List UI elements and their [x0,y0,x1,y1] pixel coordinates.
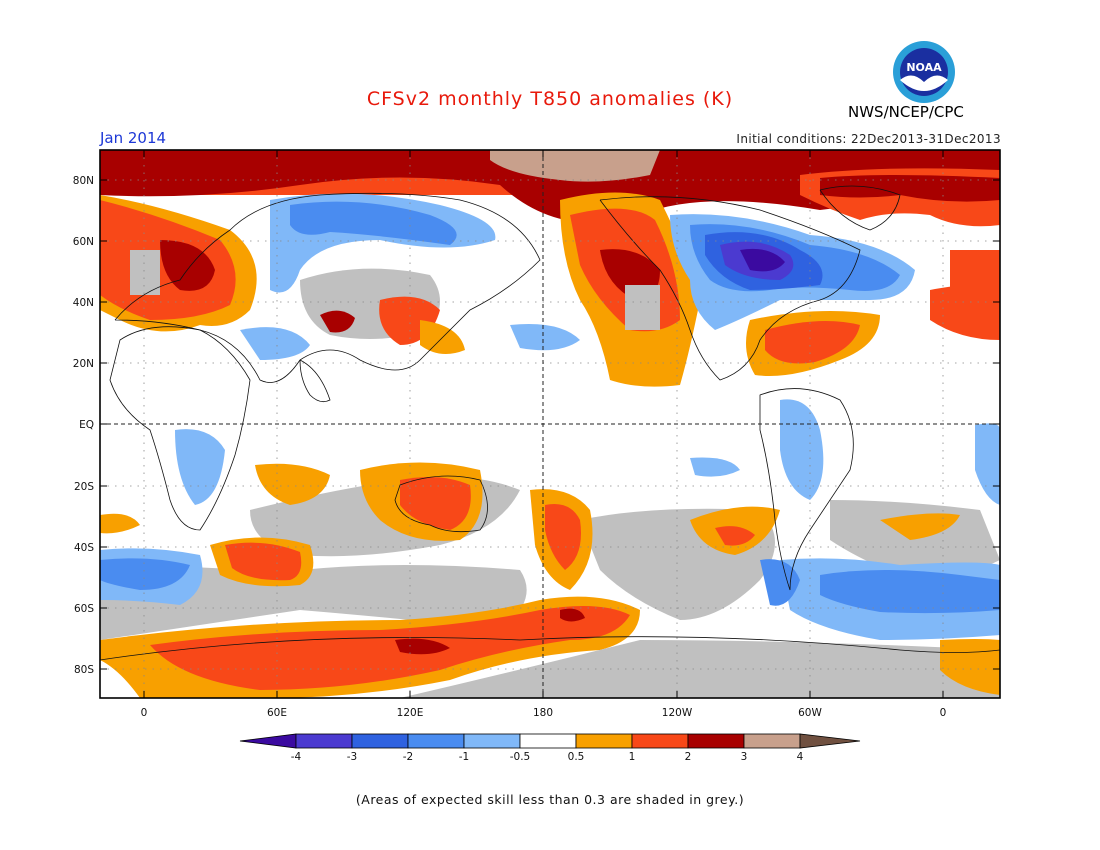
colorbar-label: -0.5 [510,751,531,763]
lat-label: 20N [73,358,94,370]
agency-label: NWS/NCEP/CPC [848,103,964,121]
lat-label: 40N [73,297,94,309]
lon-label: 60W [798,707,822,719]
longitude-axis: 0 60E 120E 180 120W 60W 0 [141,150,947,719]
colorbar-label: -1 [459,751,469,763]
colorbar-swatch [575,733,633,749]
color-legend: -4 -3 -2 -1 -0.5 0.5 1 2 3 4 [239,733,861,763]
colorbar-label: 3 [741,751,748,763]
colorbar-swatch [407,733,465,749]
colorbar-label: 4 [797,751,804,763]
colorbar-arrow-low [239,733,297,749]
lon-label: 120W [662,707,693,719]
noaa-logo-text: NOAA [906,61,942,74]
colorbar-arrow-high [799,733,861,749]
lon-label: 180 [533,707,553,719]
noaa-logo: NOAA [893,41,955,103]
forecast-month: Jan 2014 [100,129,167,147]
colorbar-swatch [351,733,409,749]
lat-label: 60N [73,236,94,248]
colorbar-swatch [295,733,353,749]
colorbar-label: -4 [291,751,302,763]
colorbar-swatch [631,733,689,749]
lon-label: 60E [267,707,287,719]
lat-label: 20S [74,481,94,493]
latitude-axis: 80N 60N 40N 20N EQ 20S 40S 60S 80S [73,175,1000,676]
colorbar-swatch [687,733,745,749]
lon-label: 0 [940,707,947,719]
anomaly-shading [100,150,1000,699]
equator-dateline [100,150,1000,698]
colorbar-label: 1 [629,751,636,763]
footnote: (Areas of expected skill less than 0.3 a… [355,792,745,807]
lon-label: 120E [397,707,424,719]
map-title: CFSv2 monthly T850 anomalies (K) [366,88,734,110]
lat-label: 60S [74,603,94,615]
initial-conditions: Initial conditions: 22Dec2013-31Dec2013 [736,132,1001,146]
colorbar-label: -2 [403,751,413,763]
lat-label: 40S [74,542,94,554]
colorbar-label: 0.5 [568,751,585,763]
colorbar-swatch [519,733,577,749]
colorbar-label: -3 [347,751,357,763]
lat-label: 80S [74,664,94,676]
lat-label: EQ [79,419,94,431]
coastlines [99,185,1001,661]
colorbar-swatch [463,733,521,749]
colorbar-label: 2 [685,751,692,763]
lat-label: 80N [73,175,94,187]
lon-label: 0 [141,707,148,719]
graticule [100,150,1000,698]
colorbar-swatch [743,733,801,749]
